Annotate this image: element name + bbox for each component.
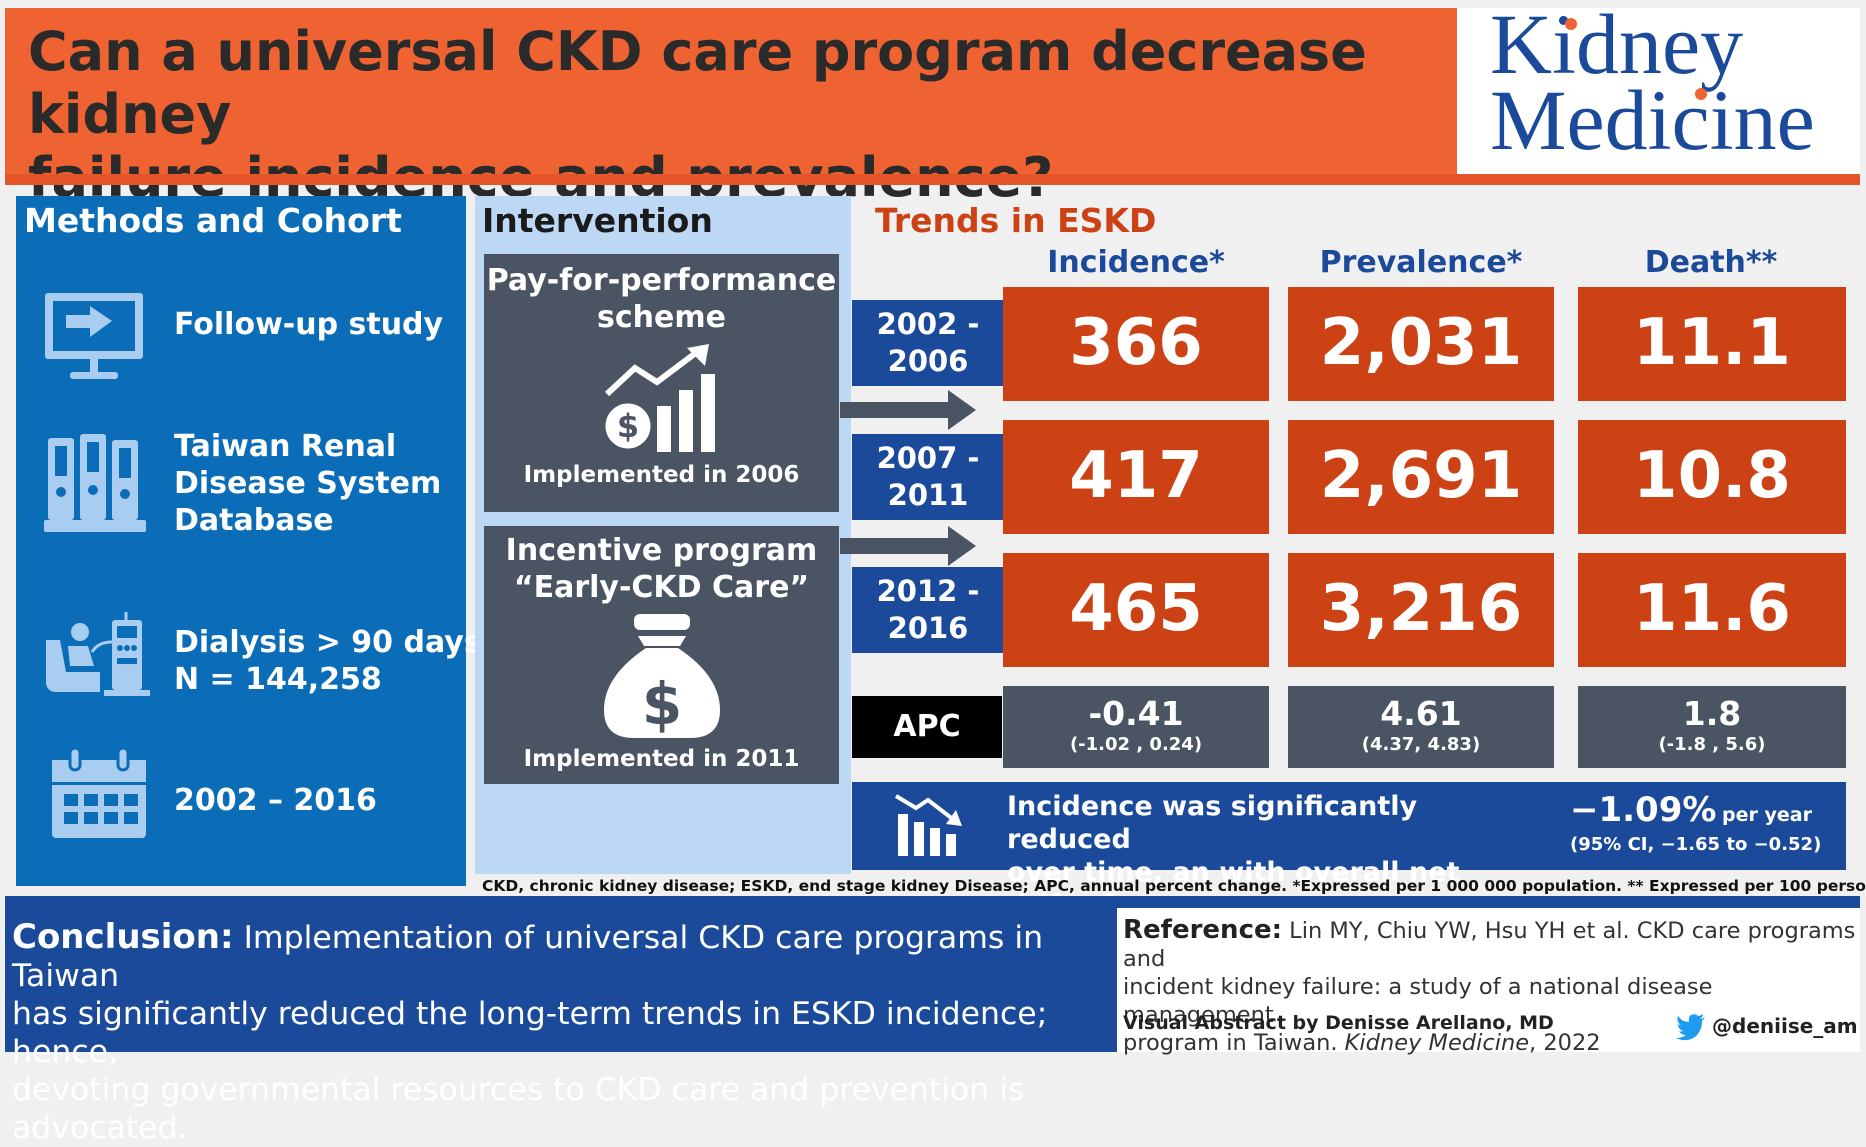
incidence-value: 366 <box>1003 287 1269 401</box>
logo-line-2: Medicine <box>1490 72 1815 168</box>
reference-text: Reference: Lin MY, Chiu YW, Hsu YH et al… <box>1123 915 1856 1056</box>
conclusion-text: Conclusion: Implementation of universal … <box>12 917 1048 1146</box>
reference-panel <box>1117 908 1860 1052</box>
incidence-value: 465 <box>1003 553 1269 667</box>
intervention-card-pay-for-performance: Pay-for-performance scheme $ Implemented… <box>484 254 839 512</box>
intervention-title: Intervention <box>482 201 713 240</box>
arrow-right-icon <box>840 390 976 430</box>
card-title: Incentive program “Early-CKD Care” <box>505 533 818 605</box>
calendar-icon <box>52 746 146 838</box>
arrow-right-icon <box>840 526 976 566</box>
conclusion-panel <box>5 908 1117 1052</box>
monitor-arrow-icon <box>45 293 143 379</box>
prevalence-value: 3,216 <box>1288 553 1554 667</box>
method-dialysis: Dialysis > 90 days N = 144,258 <box>174 625 482 697</box>
death-value: 11.6 <box>1578 553 1846 667</box>
net-drift-banner <box>852 782 1846 870</box>
column-header-death: Death** <box>1644 245 1778 280</box>
dialysis-icon <box>46 612 150 696</box>
apc-incidence: -0.41 (-1.02 , 0.24) <box>1003 686 1269 768</box>
net-drift-value: −1.09% per year (95% CI, −1.65 to −0.52) <box>1570 790 1822 855</box>
money-bag-icon: $ <box>603 614 720 738</box>
apc-prevalence: 4.61 (4.37, 4.83) <box>1288 686 1554 768</box>
apc-death: 1.8 (-1.8 , 5.6) <box>1578 686 1846 768</box>
period-label-2007-2011: 2007 - 2011 <box>852 434 1004 520</box>
prevalence-value: 2,031 <box>1288 287 1554 401</box>
svg-text:$: $ <box>616 407 638 445</box>
binders-icon <box>44 434 146 532</box>
method-period: 2002 – 2016 <box>174 783 377 818</box>
footnote: CKD, chronic kidney disease; ESKD, end s… <box>482 877 1866 895</box>
journal-logo: Kidney Medicine <box>1490 0 1850 168</box>
card-sub: Implemented in 2006 <box>523 462 800 488</box>
incidence-value: 417 <box>1003 420 1269 534</box>
visual-abstract-credit: Visual Abstract by Denisse Arellano, MD <box>1123 1012 1554 1034</box>
header-rule <box>5 174 1860 185</box>
column-header-incidence: Incidence* <box>1047 245 1225 280</box>
title-line-1: Can a universal CKD care program decreas… <box>28 20 1367 146</box>
logo-box <box>1457 8 1860 174</box>
trends-title: Trends in ESKD <box>875 201 1157 240</box>
method-follow-up: Follow-up study <box>174 307 444 342</box>
period-label-2002-2006: 2002 - 2006 <box>852 300 1004 386</box>
methods-title: Methods and Cohort <box>24 201 402 240</box>
apc-label: APC <box>852 696 1002 758</box>
column-header-prevalence: Prevalence* <box>1319 245 1523 280</box>
intervention-card-early-ckd-care: Incentive program “Early-CKD Care” $ Imp… <box>484 526 839 784</box>
logo-dot-icon <box>1695 88 1707 100</box>
dollar-growth-chart-icon: $ <box>600 344 715 454</box>
logo-line-1: Kidney <box>1490 0 1744 92</box>
method-database: Taiwan Renal Disease System Database <box>174 429 442 538</box>
twitter-bird-icon <box>1676 1014 1705 1040</box>
twitter-handle[interactable]: @deniise_am <box>1712 1014 1858 1038</box>
header-banner <box>5 8 1457 174</box>
card-sub: Implemented in 2011 <box>523 746 800 772</box>
declining-bars-icon <box>894 794 962 856</box>
period-label-2012-2016: 2012 - 2016 <box>852 567 1004 653</box>
death-value: 10.8 <box>1578 420 1846 534</box>
card-title: Pay-for-performance scheme <box>486 263 837 335</box>
logo-dot-icon <box>1565 18 1577 30</box>
prevalence-value: 2,691 <box>1288 420 1554 534</box>
bottom-rule <box>5 896 1860 908</box>
svg-text:$: $ <box>641 670 681 738</box>
death-value: 11.1 <box>1578 287 1846 401</box>
